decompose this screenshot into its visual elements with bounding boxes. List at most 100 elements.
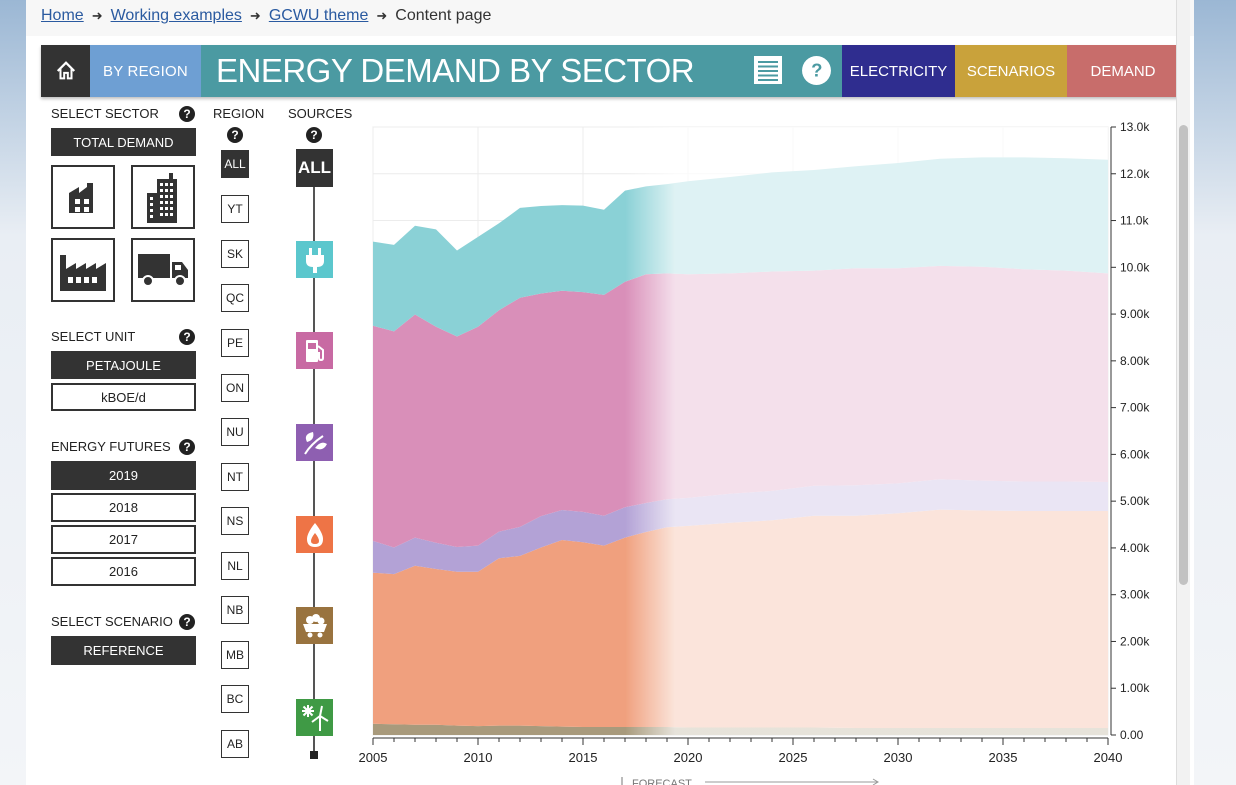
x-tick-label: 2035	[989, 750, 1018, 765]
region-nu-button[interactable]: NU	[221, 418, 249, 446]
help-icon[interactable]: ?	[801, 55, 832, 86]
unit-kboe-button[interactable]: kBOE/d	[51, 383, 196, 411]
by-region-button[interactable]: BY REGION	[90, 45, 201, 97]
x-tick-label: 2015	[569, 750, 598, 765]
renewables-icon	[301, 704, 329, 731]
source-oil-button[interactable]	[296, 332, 333, 369]
futures-2019-button[interactable]: 2019	[51, 461, 196, 490]
region-ns-button[interactable]: NS	[221, 507, 249, 535]
region-yt-button[interactable]: YT	[221, 195, 249, 223]
arrow-right-icon: ➜	[249, 8, 261, 23]
y-axis: 0.00 1.00k 2.00k 3.00k 4.00k 5.00k 6.00k 7.00k 8…	[1110, 120, 1150, 742]
y-tick-label: 9.00k	[1120, 307, 1150, 321]
region-ab-button[interactable]: AB	[221, 730, 249, 758]
forecast-label: FORECAST	[632, 778, 692, 785]
region-nb-button[interactable]: NB	[221, 596, 249, 624]
natural-gas-icon	[306, 522, 323, 547]
sources-label: SOURCES	[288, 106, 353, 121]
sources-help-icon[interactable]: ?	[306, 127, 322, 143]
futures-2017-button[interactable]: 2017	[51, 525, 196, 554]
region-pe-button[interactable]: PE	[221, 329, 249, 357]
x-tick-label: 2030	[884, 750, 913, 765]
breadcrumb-working-examples[interactable]: Working examples	[110, 7, 242, 24]
source-renewables-button[interactable]	[296, 699, 333, 736]
unit-petajoule-button[interactable]: PETAJOULE	[51, 351, 196, 379]
transportation-icon	[138, 254, 188, 287]
y-tick-label: 3.00k	[1120, 588, 1150, 602]
page-title: ENERGY DEMAND BY SECTOR ?	[201, 45, 842, 97]
x-tick-label: 2020	[674, 750, 703, 765]
futures-2018-button[interactable]: 2018	[51, 493, 196, 522]
region-nl-button[interactable]: NL	[221, 552, 249, 580]
region-all-button[interactable]: ALL	[221, 150, 249, 178]
energy-demand-chart: 0.00 1.00k 2.00k 3.00k 4.00k 5.00k 6.00k 7.00k 8…	[359, 120, 1150, 785]
y-tick-label: 7.00k	[1120, 401, 1150, 415]
y-tick-label: 0.00	[1120, 728, 1144, 742]
industrial-sector-button[interactable]	[51, 238, 115, 302]
sources-track	[313, 170, 315, 755]
sources-track-end	[310, 751, 318, 759]
energy-futures-label: ENERGY FUTURES	[51, 439, 171, 454]
x-tick-label: 2040	[1094, 750, 1123, 765]
futures-2016-button[interactable]: 2016	[51, 557, 196, 586]
x-tick-label: 2005	[359, 750, 388, 765]
forecast-fade-overlay	[625, 127, 1108, 735]
source-coal-button[interactable]	[296, 607, 333, 644]
source-biofuels-button[interactable]	[296, 424, 333, 461]
page-background-left	[0, 0, 26, 785]
transportation-sector-button[interactable]	[131, 238, 195, 302]
data-table-icon[interactable]	[753, 55, 783, 85]
scrollbar-thumb[interactable]	[1179, 125, 1188, 585]
y-tick-label: 6.00k	[1120, 447, 1150, 461]
breadcrumb-home[interactable]: Home	[41, 7, 84, 24]
region-help-icon[interactable]: ?	[227, 127, 243, 143]
breadcrumb-bar: Home ➜ Working examples ➜ GCWU theme ➜ C…	[26, 0, 1194, 36]
vertical-scrollbar[interactable]	[1176, 0, 1190, 785]
sector-help-icon[interactable]: ?	[179, 106, 195, 122]
y-tick-label: 13.0k	[1120, 120, 1150, 134]
forecast-arrow-head	[872, 778, 879, 785]
y-tick-label: 11.0k	[1120, 214, 1149, 228]
unit-help-icon[interactable]: ?	[179, 329, 195, 345]
forecast-marker: FORECAST	[621, 777, 879, 785]
scenario-help-icon[interactable]: ?	[179, 614, 195, 630]
demand-button[interactable]: DEMAND	[1067, 45, 1179, 97]
y-tick-label: 4.00k	[1120, 541, 1150, 555]
futures-help-icon[interactable]: ?	[179, 439, 195, 455]
region-bc-button[interactable]: BC	[221, 685, 249, 713]
electricity-icon	[305, 247, 324, 273]
y-tick-label: 8.00k	[1120, 354, 1150, 368]
breadcrumb-current: Content page	[395, 7, 492, 24]
select-unit-label: SELECT UNIT	[51, 329, 136, 344]
source-all-button[interactable]: ALL	[296, 149, 333, 187]
y-tick-label: 12.0k	[1120, 167, 1150, 181]
content-page: Home ➜ Working examples ➜ GCWU theme ➜ C…	[26, 0, 1194, 785]
breadcrumb-gcwu-theme[interactable]: GCWU theme	[268, 7, 369, 24]
source-natural-gas-button[interactable]	[296, 516, 333, 553]
region-nt-button[interactable]: NT	[221, 463, 249, 491]
x-tick-label: 2010	[464, 750, 493, 765]
electricity-button[interactable]: ELECTRICITY	[842, 45, 955, 97]
x-tick-label: 2025	[779, 750, 808, 765]
y-tick-label: 10.0k	[1120, 260, 1150, 274]
region-label: REGION	[213, 106, 265, 121]
region-on-button[interactable]: ON	[221, 374, 249, 402]
scenario-reference-button[interactable]: REFERENCE	[51, 636, 196, 665]
residential-sector-button[interactable]	[51, 165, 115, 229]
industrial-icon	[60, 255, 106, 291]
region-mb-button[interactable]: MB	[221, 641, 249, 669]
region-sk-button[interactable]: SK	[221, 240, 249, 268]
source-electricity-button[interactable]	[296, 241, 333, 278]
scenarios-button[interactable]: SCENARIOS	[955, 45, 1067, 97]
total-demand-button[interactable]: TOTAL DEMAND	[51, 128, 196, 156]
select-sector-label: SELECT SECTOR	[51, 106, 159, 121]
coal-icon	[302, 613, 327, 637]
region-qc-button[interactable]: QC	[221, 284, 249, 312]
residential-icon	[69, 183, 93, 213]
breadcrumb: Home ➜ Working examples ➜ GCWU theme ➜ C…	[41, 7, 491, 25]
home-button[interactable]	[41, 45, 90, 97]
x-axis: 2005 2010 2015 2020 2025 2030 2035 2040	[359, 737, 1123, 765]
commercial-sector-button[interactable]	[131, 165, 195, 229]
y-tick-label: 2.00k	[1120, 634, 1150, 648]
svg-text:?: ?	[811, 60, 822, 81]
